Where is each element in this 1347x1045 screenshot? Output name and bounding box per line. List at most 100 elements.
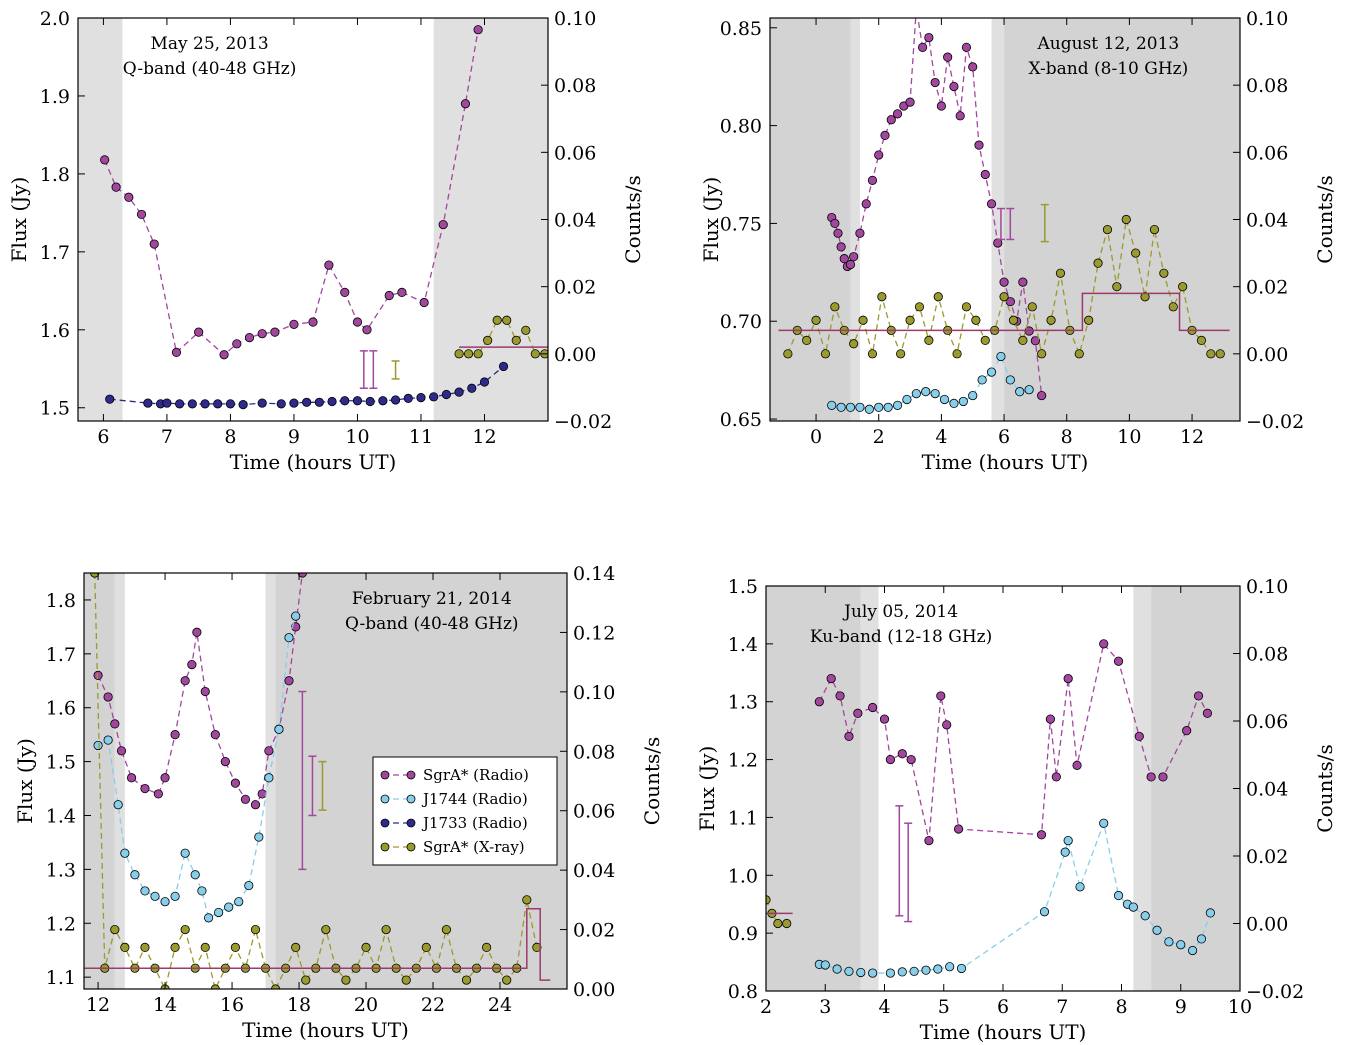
- series-line: [459, 319, 545, 355]
- data-point: [968, 62, 978, 72]
- data-point: [289, 398, 299, 408]
- data-point: [441, 389, 451, 400]
- data-point: [180, 848, 190, 858]
- data-point: [905, 315, 915, 325]
- data-point: [906, 754, 916, 765]
- y2-tick-label: 0.10: [1246, 8, 1288, 30]
- data-point: [782, 918, 792, 929]
- y-tick-label: 1.4: [46, 805, 76, 827]
- y2-tick-label: 0.00: [1246, 914, 1288, 936]
- x-tick-label: 7: [161, 426, 173, 448]
- data-point: [1176, 940, 1186, 950]
- y-tick-label: 0.70: [720, 311, 762, 333]
- data-point: [912, 4, 920, 12]
- data-point: [232, 339, 242, 349]
- data-point: [933, 292, 943, 302]
- legend-label: SgrA* (Radio): [423, 766, 529, 784]
- data-point: [120, 848, 130, 858]
- y2-tick-label: 0.04: [554, 210, 596, 232]
- x-tick-label: 10: [1117, 426, 1141, 448]
- data-point: [274, 724, 284, 734]
- legend-marker: [406, 818, 416, 828]
- scale-bar: [359, 350, 368, 390]
- data-point: [308, 317, 318, 327]
- data-point: [911, 389, 921, 399]
- x-tick-label: 6: [97, 426, 109, 448]
- data-point: [902, 394, 912, 405]
- y2-tick-label: 0.04: [1246, 210, 1288, 232]
- data-point: [874, 402, 884, 412]
- data-point: [836, 242, 846, 252]
- x-tick-label: 16: [220, 994, 244, 1016]
- data-point: [897, 967, 907, 977]
- data-point: [479, 377, 490, 387]
- data-point: [224, 902, 234, 912]
- data-point: [1030, 336, 1040, 346]
- data-point: [130, 870, 140, 880]
- x-tick-label: 3: [819, 996, 831, 1018]
- y-tick-label: 1.3: [728, 692, 758, 714]
- x-tick-label: 4: [878, 996, 890, 1018]
- x-axis-label: Time (hours UT): [922, 450, 1089, 474]
- y-tick-label: 1.8: [40, 164, 70, 186]
- x-tick-label: 12: [1180, 426, 1204, 448]
- data-point: [214, 907, 224, 918]
- data-point: [896, 349, 906, 359]
- x-tick-label: 8: [1115, 996, 1127, 1018]
- panel: 12 14 16 18 20 22 24 1.1 1.2 1.3 1.4 1.5 1.6 1.7 1.8 0.…: [13, 563, 664, 1042]
- data-point: [378, 396, 388, 406]
- data-point: [814, 697, 824, 707]
- y2-axis-label: Counts/s: [621, 175, 645, 263]
- x-tick-label: 2: [760, 996, 772, 1018]
- data-point: [1074, 349, 1084, 359]
- data-point: [1131, 248, 1141, 258]
- y2-tick-label: 0.10: [573, 682, 615, 704]
- data-point: [1159, 268, 1169, 278]
- y2-tick-label: −0.02: [1246, 411, 1304, 433]
- data-point: [802, 335, 812, 345]
- x-tick-label: 8: [224, 426, 236, 448]
- data-point: [291, 942, 301, 953]
- data-point: [429, 392, 439, 402]
- x-tick-label: 5: [938, 996, 950, 1018]
- data-point: [110, 719, 120, 729]
- data-point: [885, 968, 896, 978]
- data-point: [230, 778, 240, 788]
- data-point: [943, 52, 953, 62]
- data-point: [162, 398, 172, 408]
- data-point: [924, 835, 934, 846]
- data-point: [921, 965, 931, 975]
- data-point: [835, 691, 845, 701]
- data-point: [467, 383, 477, 393]
- chart-title: August 12, 2013: [1037, 34, 1180, 54]
- data-point: [1018, 335, 1028, 345]
- x-tick-label: 12: [472, 426, 496, 448]
- data-point: [1196, 934, 1207, 944]
- data-point: [861, 199, 871, 209]
- data-point: [143, 398, 153, 408]
- x-tick-label: 14: [153, 994, 177, 1016]
- data-point: [204, 913, 214, 923]
- data-point: [225, 399, 236, 409]
- data-point: [473, 349, 483, 359]
- chart-title: July 05, 2014: [842, 602, 958, 622]
- chart-title: May 25, 2013: [150, 34, 268, 54]
- data-point: [1134, 731, 1144, 742]
- data-point: [961, 42, 972, 52]
- data-point: [93, 740, 103, 751]
- data-point: [384, 290, 394, 301]
- data-point: [140, 942, 150, 953]
- data-point: [1099, 639, 1109, 649]
- plot-area: [766, 586, 1240, 991]
- data-point: [276, 399, 286, 409]
- panel: 0 2 4 6 8 10 12 0.65 0.70 0.75 0.80 0.85 −0.02 0.00 0.…: [699, 4, 1337, 474]
- y2-tick-label: −0.02: [554, 411, 612, 433]
- data-point: [1060, 847, 1070, 857]
- y-tick-label: 1.1: [46, 967, 76, 989]
- scale-bar: [1040, 203, 1049, 243]
- data-point: [961, 302, 972, 312]
- scale-bar: [1006, 207, 1015, 241]
- x-tick-label: 9: [1175, 996, 1187, 1018]
- data-point: [1112, 282, 1122, 292]
- data-point: [170, 730, 180, 740]
